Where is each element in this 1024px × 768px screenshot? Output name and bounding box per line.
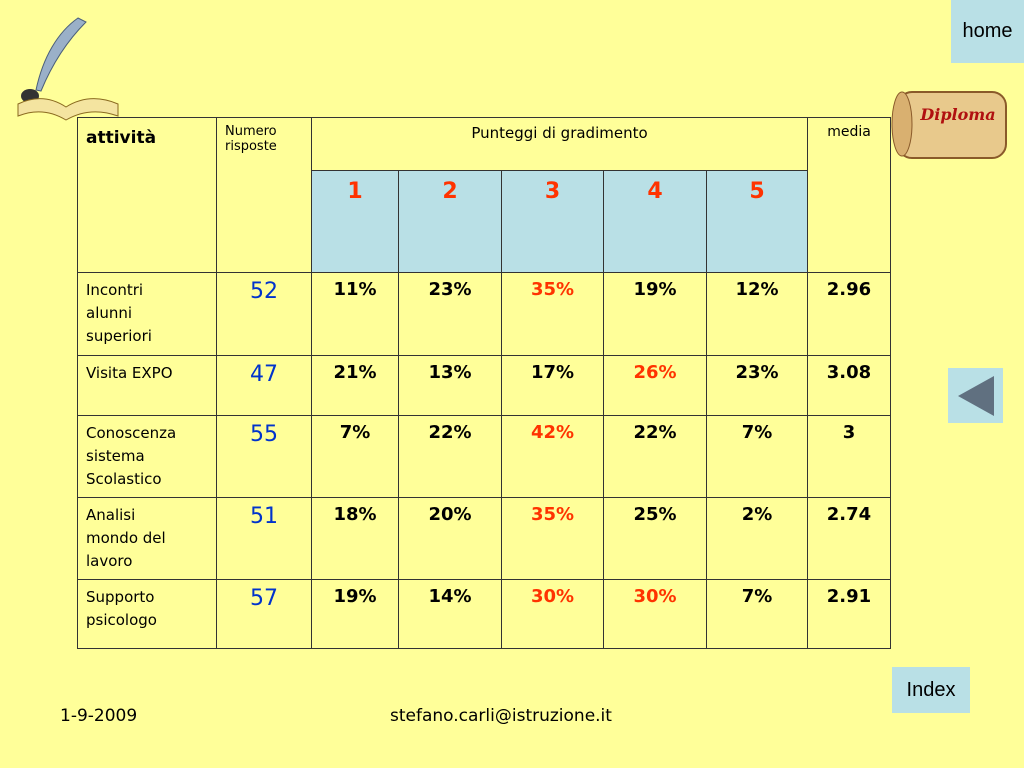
row-activity: Supporto psicologo	[77, 579, 217, 649]
home-button[interactable]: home	[951, 0, 1024, 63]
row-score: 7%	[311, 415, 399, 498]
row-responses: 52	[216, 272, 312, 356]
row-responses: 55	[216, 415, 312, 498]
row-score: 20%	[398, 497, 502, 580]
header-activity: attività	[77, 117, 217, 273]
row-score: 17%	[501, 355, 604, 416]
header-scores: Punteggi di gradimento	[311, 117, 808, 171]
header-mean: media	[807, 117, 891, 273]
row-score: 18%	[311, 497, 399, 580]
row-activity: Visita EXPO	[77, 355, 217, 416]
header-level: 4	[603, 170, 707, 273]
row-responses: 51	[216, 497, 312, 580]
row-activity: Incontri alunni superiori	[77, 272, 217, 356]
row-score: 35%	[501, 497, 604, 580]
index-button[interactable]: Index	[892, 667, 970, 713]
row-score: 26%	[603, 355, 707, 416]
row-score: 22%	[603, 415, 707, 498]
header-level: 1	[311, 170, 399, 273]
row-score: 30%	[603, 579, 707, 649]
row-score: 7%	[706, 415, 808, 498]
row-score: 21%	[311, 355, 399, 416]
row-score: 13%	[398, 355, 502, 416]
header-level: 5	[706, 170, 808, 273]
row-score: 22%	[398, 415, 502, 498]
row-score: 12%	[706, 272, 808, 356]
row-score: 42%	[501, 415, 604, 498]
row-score: 25%	[603, 497, 707, 580]
row-score: 2%	[706, 497, 808, 580]
back-button[interactable]	[948, 368, 1003, 423]
row-score: 14%	[398, 579, 502, 649]
quill-book-icon	[17, 17, 119, 121]
header-responses: Numero risposte	[216, 117, 312, 273]
header-level: 3	[501, 170, 604, 273]
row-score: 35%	[501, 272, 604, 356]
row-score: 23%	[398, 272, 502, 356]
svg-text:Diploma: Diploma	[919, 105, 995, 124]
row-responses: 47	[216, 355, 312, 416]
footer-date: 1-9-2009	[60, 706, 138, 726]
row-score: 19%	[311, 579, 399, 649]
row-score: 7%	[706, 579, 808, 649]
back-arrow	[957, 375, 994, 416]
row-activity: Conoscenza sistema Scolastico	[77, 415, 217, 498]
row-score: 23%	[706, 355, 808, 416]
row-mean: 2.74	[807, 497, 891, 580]
row-score: 30%	[501, 579, 604, 649]
row-mean: 3.08	[807, 355, 891, 416]
footer-email: stefano.carli@istruzione.it	[390, 706, 612, 726]
row-score: 11%	[311, 272, 399, 356]
row-activity: Analisi mondo del lavoro	[77, 497, 217, 580]
header-level: 2	[398, 170, 502, 273]
row-score: 19%	[603, 272, 707, 356]
diploma-icon: Diploma	[891, 91, 1007, 159]
row-mean: 2.96	[807, 272, 891, 356]
row-responses: 57	[216, 579, 312, 649]
row-mean: 2.91	[807, 579, 891, 649]
row-mean: 3	[807, 415, 891, 498]
